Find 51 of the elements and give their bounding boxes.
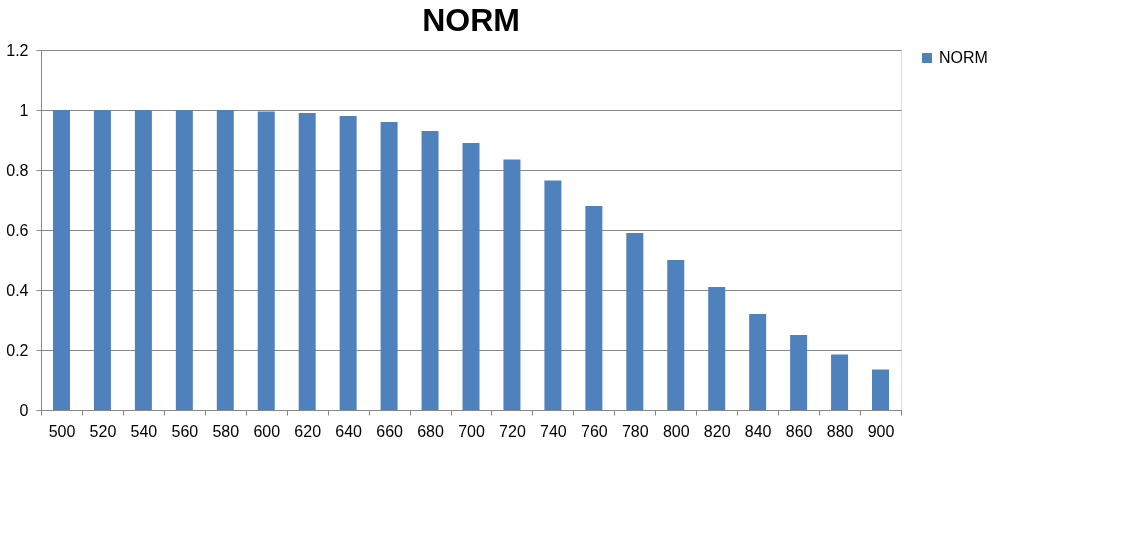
x-tick-label: 660 (376, 422, 404, 440)
x-tick-label: 860 (785, 422, 813, 440)
bar (380, 122, 398, 410)
bar (749, 314, 767, 410)
x-tick-label: 720 (499, 422, 526, 440)
bar (421, 131, 439, 410)
y-tick-label: 1.2 (6, 41, 29, 59)
bar (544, 180, 562, 410)
x-tick-label: 540 (130, 422, 158, 440)
bar (790, 335, 808, 410)
y-tick-label: 0 (19, 401, 29, 419)
x-tick-label: 880 (826, 422, 854, 440)
y-tick-label: 0.8 (6, 161, 29, 179)
x-tick-label: 900 (867, 422, 895, 440)
y-tick-label: 0.6 (6, 221, 29, 239)
bar (503, 159, 521, 410)
x-tick-label: 800 (662, 422, 690, 440)
y-tick-label: 0.4 (6, 281, 29, 299)
x-tick-label: 740 (540, 422, 567, 440)
y-tick-label: 0.2 (6, 341, 29, 359)
y-tick-label: 1 (19, 101, 29, 119)
x-tick-label: 840 (744, 422, 772, 440)
x-tick-label: 560 (171, 422, 199, 440)
bar (52, 110, 70, 410)
bar (134, 110, 152, 410)
bar (585, 206, 603, 410)
bar (257, 111, 275, 410)
x-tick-label: 680 (417, 422, 444, 440)
bar (708, 287, 726, 410)
x-tick-label: 500 (48, 422, 76, 440)
bar (175, 110, 193, 410)
bar (93, 110, 111, 410)
bar (339, 116, 357, 410)
x-tick-label: 780 (621, 422, 649, 440)
x-tick-label: 700 (458, 422, 485, 440)
bar (667, 260, 685, 410)
x-tick-label: 600 (253, 422, 281, 440)
bar (831, 354, 849, 410)
bar (216, 110, 234, 410)
x-tick-label: 580 (212, 422, 240, 440)
bar (462, 143, 480, 410)
bar (872, 369, 890, 410)
bar (626, 233, 644, 410)
bar (298, 113, 316, 410)
x-tick-label: 520 (89, 422, 117, 440)
x-tick-label: 640 (335, 422, 363, 440)
x-tick-label: 620 (294, 422, 322, 440)
legend-label: NORM (939, 49, 988, 66)
chart-title: NORM (422, 2, 520, 38)
x-tick-label: 820 (703, 422, 731, 440)
x-tick-label: 760 (581, 422, 608, 440)
